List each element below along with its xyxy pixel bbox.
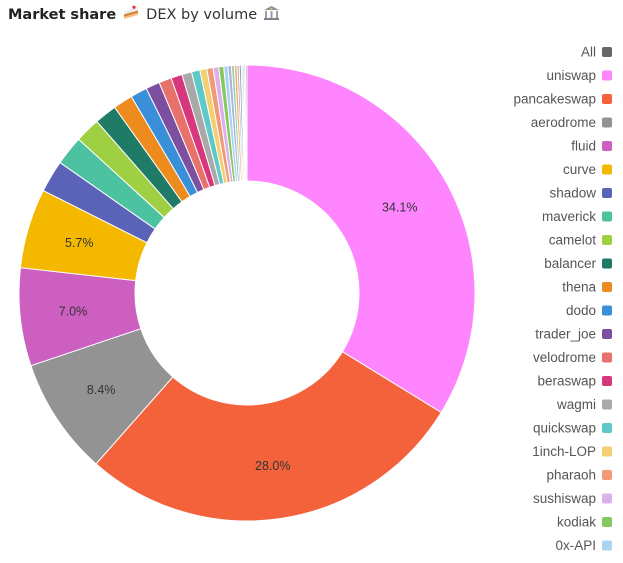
legend-item-balancer[interactable]: balancer [544, 256, 612, 271]
legend-label: 0x-API [555, 538, 596, 553]
bank-icon [263, 5, 280, 25]
slice-labels: 34.1% 28.0% 8.4% 7.0% 5.7% [59, 201, 418, 473]
legend-label: pancakeswap [513, 92, 596, 107]
cake-icon [122, 5, 140, 25]
legend-label: aerodrome [531, 115, 596, 130]
legend-item-pancakeswap[interactable]: pancakeswap [513, 92, 612, 107]
legend-label: curve [563, 162, 596, 177]
legend-label: kodiak [557, 515, 596, 530]
legend-label: beraswap [537, 374, 596, 389]
legend-label: dodo [566, 303, 596, 318]
legend-item-sushiswap[interactable]: sushiswap [533, 491, 612, 506]
legend-swatch [602, 164, 612, 175]
slice-other-29[interactable] [245, 64, 248, 182]
legend-item-maverick[interactable]: maverick [542, 209, 612, 224]
slice-pancakeswap[interactable] [95, 351, 442, 522]
legend-label: maverick [542, 209, 596, 224]
legend-label: uniswap [546, 68, 596, 83]
legend-item-dodo[interactable]: dodo [566, 303, 612, 318]
legend-swatch [602, 305, 612, 316]
legend-item-trader_joe[interactable]: trader_joe [535, 327, 612, 342]
slice-label-fluid: 7.0% [59, 305, 88, 319]
legend-item-velodrome[interactable]: velodrome [533, 350, 612, 365]
legend-swatch [602, 141, 612, 151]
legend-swatch [602, 517, 612, 527]
slice-uniswap[interactable] [246, 64, 476, 414]
legend-swatch [602, 376, 612, 386]
donut-slices [18, 64, 476, 522]
legend-label: All [581, 45, 596, 60]
chart-title: Market share [8, 7, 117, 23]
legend-item-shadow[interactable]: shadow [549, 186, 612, 201]
legend-item-0x-API[interactable]: 0x-API [555, 538, 612, 553]
legend-label: wagmi [556, 397, 596, 412]
legend-swatch [602, 47, 612, 57]
legend-label: velodrome [533, 350, 596, 365]
legend-label: trader_joe [535, 327, 596, 342]
slice-label-pancakeswap: 28.0% [255, 459, 290, 473]
chart-header: Market share DEX by volume [8, 4, 286, 26]
slice-label-uniswap: 34.1% [382, 201, 417, 215]
legend-label: camelot [549, 233, 597, 248]
legend-label: balancer [544, 256, 596, 271]
legend-item-fluid[interactable]: fluid [571, 139, 612, 154]
legend-item-quickswap[interactable]: quickswap [533, 421, 612, 436]
legend-swatch [602, 493, 612, 504]
legend-swatch [602, 352, 612, 363]
legend-item-all[interactable]: All [581, 45, 612, 60]
chart-subtitle: DEX by volume [146, 7, 258, 23]
legend-swatch [602, 329, 612, 339]
legend-swatch [602, 446, 612, 457]
legend-item-curve[interactable]: curve [563, 162, 612, 177]
legend-swatch [602, 117, 612, 128]
legend-item-camelot[interactable]: camelot [549, 233, 612, 248]
legend-label: sushiswap [533, 491, 596, 506]
legend-label: 1inch-LOP [532, 444, 596, 459]
legend-item-thena[interactable]: thena [562, 280, 612, 295]
legend-swatch [602, 282, 612, 292]
legend-item-pharaoh[interactable]: pharaoh [546, 468, 612, 483]
legend-label: quickswap [533, 421, 596, 436]
legend-swatch [602, 258, 612, 269]
legend-swatch [602, 540, 612, 551]
chart-legend[interactable]: All uniswap pancakeswap aerodrome fluid curve… [513, 45, 612, 554]
legend-swatch [602, 423, 612, 433]
slice-label-curve: 5.7% [65, 236, 94, 250]
legend-swatch [602, 399, 612, 410]
legend-item-wagmi[interactable]: wagmi [556, 397, 612, 412]
legend-swatch [602, 211, 612, 222]
legend-swatch [602, 70, 612, 81]
legend-item-aerodrome[interactable]: aerodrome [531, 115, 612, 130]
legend-swatch [602, 235, 612, 245]
legend-swatch [602, 470, 612, 480]
legend-item-kodiak[interactable]: kodiak [557, 515, 612, 530]
legend-item-1inch-LOP[interactable]: 1inch-LOP [532, 444, 612, 459]
legend-label: thena [562, 280, 596, 295]
legend-label: pharaoh [546, 468, 596, 483]
legend-swatch [602, 94, 612, 104]
legend-item-uniswap[interactable]: uniswap [546, 68, 612, 83]
legend-label: shadow [549, 186, 596, 201]
legend-label: fluid [571, 139, 596, 154]
slice-label-aerodrome: 8.4% [87, 383, 116, 397]
legend-swatch [602, 188, 612, 198]
legend-item-beraswap[interactable]: beraswap [537, 374, 612, 389]
